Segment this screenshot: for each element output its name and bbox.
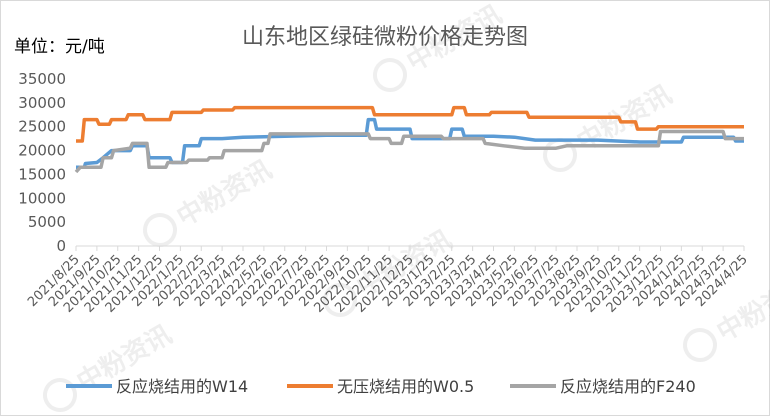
- legend-item: 反应烧结用的F240: [510, 377, 696, 396]
- legend-label: 无压烧结用的W0.5: [337, 377, 474, 396]
- y-tick-label: 15000: [18, 165, 66, 183]
- watermark-logo-icon: [323, 283, 357, 317]
- y-tick-label: 20000: [18, 142, 66, 160]
- legend-label: 反应烧结用的F240: [560, 377, 696, 396]
- y-axis: 0 5000 10000 15000 20000 25000 30000 35000: [18, 70, 66, 255]
- x-axis: 2021/8/252021/9/252021/10/252021/11/2520…: [25, 245, 751, 316]
- series-line-3: [74, 129, 744, 174]
- y-tick-label: 10000: [18, 189, 66, 207]
- watermark-logo-icon: [143, 213, 177, 247]
- y-tick-label: 0: [56, 237, 66, 255]
- legend-item: 无压烧结用的W0.5: [287, 377, 474, 396]
- series-line-2: [76, 105, 744, 143]
- series-lines: [74, 105, 744, 174]
- y-tick-label: 30000: [18, 94, 66, 112]
- unit-label: 单位：元/吨: [14, 37, 105, 57]
- watermark-logo-icon: [683, 328, 717, 362]
- y-tick-label: 5000: [28, 213, 66, 231]
- legend-item: 反应烧结用的W14: [66, 377, 248, 396]
- legend-label: 反应烧结用的W14: [116, 377, 248, 396]
- y-tick-label: 25000: [18, 118, 66, 136]
- legend: 反应烧结用的W14 无压烧结用的W0.5 反应烧结用的F240: [66, 377, 696, 396]
- watermark-logo-icon: [373, 58, 407, 92]
- y-tick-label: 35000: [18, 70, 66, 88]
- chart-title: 山东地区绿硅微粉价格走势图: [242, 25, 528, 50]
